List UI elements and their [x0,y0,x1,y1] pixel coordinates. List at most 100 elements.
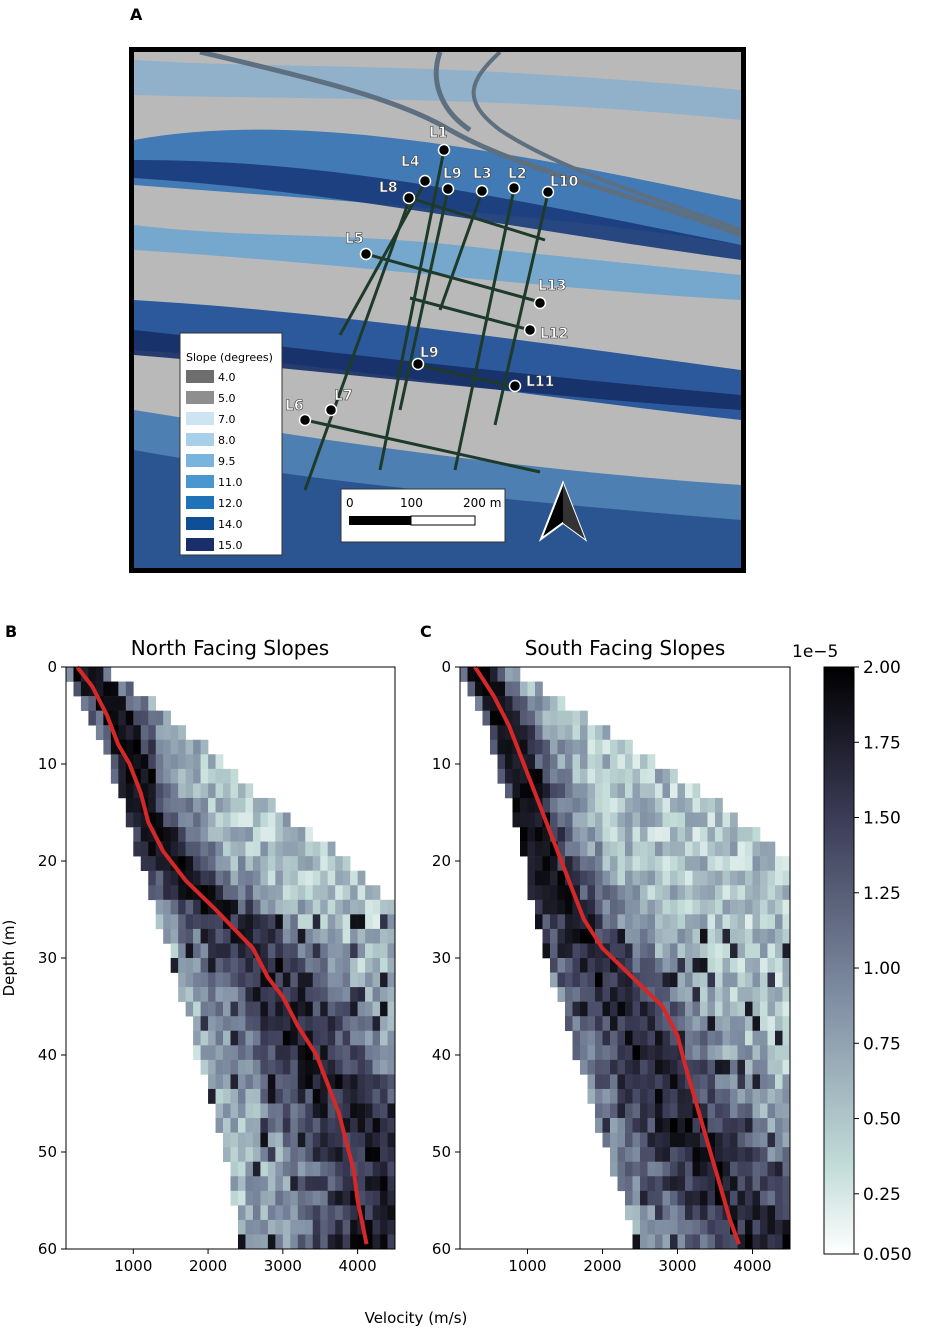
heatmap-cell [372,1016,381,1032]
heatmap-cell [655,943,663,959]
heatmap-cell [542,797,551,813]
heatmap-cell [140,856,149,871]
heatmap-cell [632,1205,641,1221]
heatmap-cell [290,1016,299,1032]
heatmap-cell [707,1016,716,1032]
heatmap-cell [775,914,783,930]
heatmap-cell [752,943,761,959]
heatmap-cell [320,1161,329,1177]
heatmap-cell [670,768,678,784]
heatmap-cell [350,914,358,930]
heatmap-cell [737,1030,746,1046]
heatmap-cell [387,1001,396,1017]
heatmap-cell [372,899,381,915]
heatmap-cell [565,827,573,842]
heatmap-cell [707,1234,716,1250]
heatmap-cell [640,899,648,915]
heatmap-cell [252,1016,261,1032]
heatmap-cell [88,710,97,726]
heatmap-cell [342,1059,351,1075]
heatmap-cell [200,812,209,828]
heatmap-cell [760,1016,768,1032]
heatmap-cell [760,1074,768,1090]
heatmap-cell [677,1059,686,1075]
heatmap-cell [535,870,543,886]
heatmap-cell [275,1147,284,1162]
heatmap-cell [380,1045,388,1061]
y-tick-label: 60 [432,1240,451,1258]
heatmap-cell [602,739,611,755]
heatmap-cell [133,841,142,857]
heatmap-cell [275,914,284,930]
heatmap-cell [782,1147,791,1162]
heatmap-cell [745,841,753,857]
heatmap-cell [327,943,336,959]
heatmap-cell [350,1016,358,1032]
heatmap-cell [335,1147,343,1162]
heatmap-cell [88,696,97,711]
heatmap-cell [237,1030,246,1046]
heatmap-cell [715,1132,723,1148]
heatmap-cell [148,885,157,901]
heatmap-cell [677,1190,686,1206]
heatmap-cell [692,812,701,828]
heatmap-cell [625,827,633,842]
heatmap-cell [745,827,753,842]
heatmap-cell [692,1176,701,1192]
heatmap-cell [662,1016,671,1032]
heatmap-cell [760,899,768,915]
heatmap-cell [350,885,358,901]
heatmap-cell [632,1190,641,1206]
heatmap-cell [230,827,239,842]
heatmap-cell [275,928,284,944]
heatmap-cell [237,827,246,842]
heatmap-cell [267,928,276,944]
heatmap-cell [715,914,723,930]
heatmap-cell [357,972,366,988]
heatmap-cell [260,885,269,901]
heatmap-cell [148,710,157,726]
heatmap-cell [223,885,231,901]
heatmap-cell [312,899,321,915]
heatmap-cell [505,696,513,711]
heatmap-cell [745,1059,753,1075]
heatmap-cell [782,914,791,930]
heatmap-cell [662,1045,671,1061]
heatmap-cell [245,1161,254,1177]
heatmap-cell [707,987,716,1002]
heatmap-cell [700,1147,708,1162]
heatmap-cell [587,797,596,813]
heatmap-cell [595,797,603,813]
heatmap-cell [305,856,314,871]
heatmap-cell [677,1147,686,1162]
heatmap-cell [267,1205,276,1221]
heatmap-cell [327,958,336,973]
heatmap-cell [118,768,127,784]
heatmap-cell [730,1030,738,1046]
heatmap-cell [208,841,216,857]
heatmap-cell [245,1074,254,1090]
heatmap-cell [745,914,753,930]
heatmap-cell [133,812,142,828]
y-tick-label: 0 [47,658,57,676]
heatmap-cell [357,1103,366,1119]
heatmap-cell [647,754,656,770]
heatmap-cell [215,812,224,828]
heatmap-cell [655,1045,663,1061]
heatmap-cell [752,987,761,1002]
heatmap-cell [767,1234,776,1250]
heatmap-cell [580,885,588,901]
heatmap-cell [625,1161,633,1177]
heatmap-cell [237,1219,246,1235]
heatmap-cell [625,899,633,915]
heatmap-cell [707,1030,716,1046]
heatmap-cell [760,972,768,988]
heatmap-cell [662,1059,671,1075]
heatmap-cell [685,1176,693,1192]
heatmap-cell [700,899,708,915]
heatmap-cell [342,1016,351,1032]
heatmap-cell [357,1045,366,1061]
heatmap-cell [155,797,164,813]
heatmap-cell [320,1088,329,1104]
heatmap-cell [148,827,157,842]
